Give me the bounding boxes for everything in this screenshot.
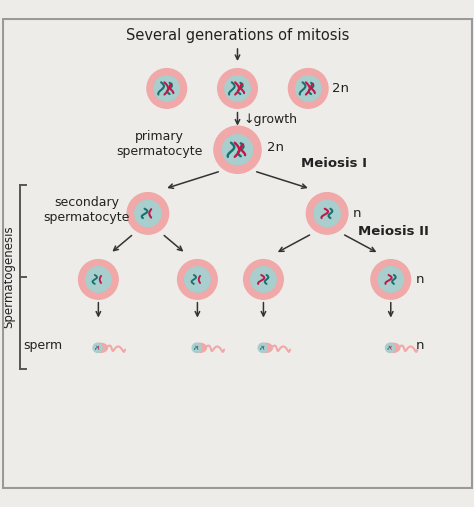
Circle shape — [218, 68, 257, 108]
Circle shape — [295, 76, 321, 101]
Text: n: n — [416, 273, 424, 286]
Circle shape — [314, 200, 340, 227]
Text: secondary
spermatocyte: secondary spermatocyte — [44, 196, 130, 224]
Circle shape — [86, 267, 111, 292]
Circle shape — [178, 260, 217, 299]
Text: ↓growth: ↓growth — [243, 113, 297, 126]
Text: Meiosis I: Meiosis I — [301, 157, 367, 170]
Circle shape — [93, 343, 102, 352]
Circle shape — [154, 76, 180, 101]
Polygon shape — [94, 343, 108, 352]
Text: Spermatogenesis: Spermatogenesis — [2, 226, 15, 329]
Text: n: n — [416, 339, 424, 352]
Circle shape — [192, 343, 201, 352]
Circle shape — [371, 260, 410, 299]
Circle shape — [185, 267, 210, 292]
Circle shape — [378, 267, 403, 292]
Circle shape — [135, 200, 161, 227]
Circle shape — [289, 68, 328, 108]
Circle shape — [127, 193, 169, 234]
Circle shape — [244, 260, 283, 299]
Text: sperm: sperm — [24, 339, 63, 352]
Text: n: n — [353, 207, 361, 220]
Circle shape — [385, 343, 395, 352]
Circle shape — [306, 193, 348, 234]
Circle shape — [147, 68, 187, 108]
Circle shape — [222, 135, 253, 165]
Circle shape — [214, 126, 261, 173]
Polygon shape — [387, 343, 400, 352]
Circle shape — [251, 267, 276, 292]
Text: 2n: 2n — [332, 82, 349, 95]
Text: primary
spermatocyte: primary spermatocyte — [117, 130, 203, 158]
Circle shape — [225, 76, 250, 101]
Polygon shape — [193, 343, 206, 352]
Circle shape — [79, 260, 118, 299]
Text: Meiosis II: Meiosis II — [358, 225, 428, 238]
Polygon shape — [259, 343, 273, 352]
Circle shape — [258, 343, 267, 352]
Text: 2n: 2n — [267, 141, 284, 154]
Text: Several generations of mitosis: Several generations of mitosis — [126, 28, 349, 43]
